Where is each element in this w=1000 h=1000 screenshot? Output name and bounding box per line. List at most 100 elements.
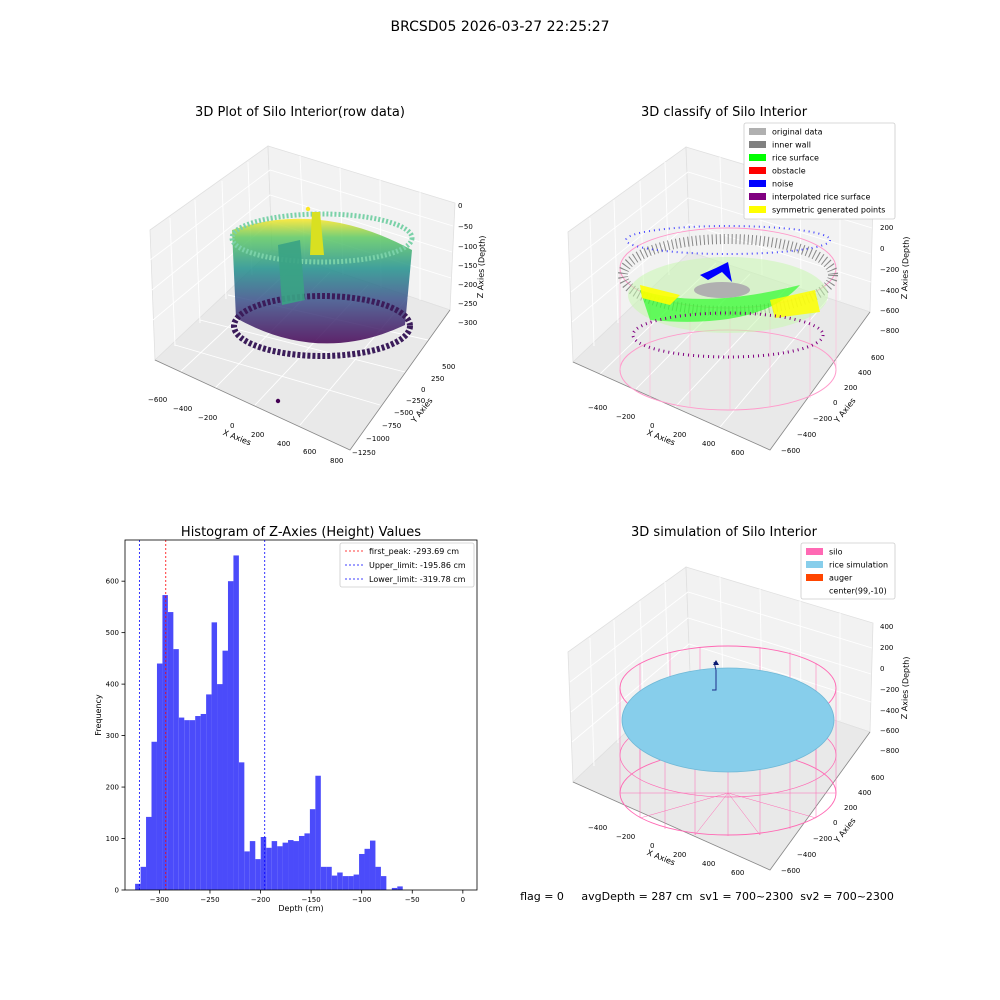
simulation-z-ticks: 400 200 0 −200 −400 −600 −800 — [880, 623, 899, 755]
raw-y-tick: −500 — [394, 409, 413, 417]
raw-x-tick: −600 — [148, 396, 167, 404]
simulation-y-tick: 0 — [833, 819, 837, 827]
raw-z-tick: −300 — [458, 319, 477, 327]
hist-bar — [200, 713, 207, 890]
hist-y-tick-label: 200 — [106, 784, 119, 792]
hist-y-label: Frequency — [94, 694, 103, 736]
hist-bar — [277, 846, 283, 890]
simulation-x-tick: 0 — [650, 842, 654, 850]
classify-y-tick: −600 — [781, 447, 800, 455]
classify-x-tick: 400 — [702, 440, 715, 448]
hist-bar — [146, 816, 152, 890]
hist-bar — [342, 876, 349, 890]
hist-bar — [167, 612, 174, 890]
hist-bar — [244, 851, 250, 890]
panel-raw-3d: 3D Plot of Silo Interior(row data) 0 −50… — [148, 105, 487, 465]
hist-bar — [293, 841, 299, 890]
hist-bar — [375, 866, 381, 890]
hist-bar — [380, 876, 387, 890]
hist-bar — [353, 874, 360, 890]
legend-label: silo — [829, 548, 843, 557]
raw-x-tick: −200 — [198, 414, 217, 422]
hist-bar — [227, 581, 234, 890]
classify-x-tick: −400 — [588, 404, 607, 412]
classify-z-tick: 200 — [880, 224, 893, 232]
classify-legend: original data inner wall rice surface ob… — [743, 122, 896, 220]
hist-bar — [222, 650, 228, 890]
hist-bar — [162, 595, 168, 890]
raw-z-tick: 0 — [458, 202, 462, 210]
hist-x-tick-label: −100 — [352, 896, 371, 904]
hist-bar — [266, 847, 272, 890]
hist-bar — [151, 741, 157, 890]
hist-legend: first_peak: -293.69 cm Upper_limit: -195… — [339, 542, 475, 588]
classify-x-ticks: −400 −200 0 200 400 600 — [588, 404, 744, 457]
hist-x-tick-label: 0 — [461, 896, 465, 904]
legend-label: interpolated rice surface — [772, 193, 870, 202]
classify-z-tick: −600 — [880, 307, 899, 315]
hist-bar — [135, 883, 141, 890]
legend-swatch-inner-wall — [749, 141, 766, 148]
raw-z-ticks: 0 −50 −100 −150 −200 −250 −300 — [458, 202, 477, 327]
legend-label: symmetric generated points — [772, 206, 885, 215]
hist-bar — [364, 848, 370, 890]
raw-z-label: Z Axies (Depth) — [476, 235, 487, 298]
simulation-x-tick: 200 — [673, 851, 686, 859]
raw-plot-title: 3D Plot of Silo Interior(row data) — [195, 105, 405, 120]
simulation-y-tick: −400 — [797, 851, 816, 859]
raw-x-tick: 400 — [277, 440, 290, 448]
hist-bar — [397, 886, 403, 890]
raw-x-tick: 200 — [251, 431, 264, 439]
legend-swatch-original-data — [749, 128, 766, 135]
simulation-y-tick: 600 — [871, 774, 884, 782]
classify-plot-title: 3D classify of Silo Interior — [641, 105, 808, 120]
legend-swatch-rice-surface — [749, 154, 766, 161]
legend-label: original data — [772, 128, 823, 137]
hist-bar — [271, 841, 278, 890]
hist-x-tick-label: −150 — [301, 896, 320, 904]
hist-x-tick-label: −250 — [200, 896, 219, 904]
hist-bar — [282, 842, 289, 890]
raw-x-tick: 600 — [303, 448, 316, 456]
hist-bar — [309, 809, 316, 890]
legend-label: rice simulation — [829, 561, 888, 570]
legend-label: rice surface — [772, 154, 819, 163]
hist-bar — [315, 775, 321, 890]
hist-y-tick-label: 400 — [106, 681, 119, 689]
classify-y-tick: 400 — [858, 369, 871, 377]
raw-point-cloud — [229, 206, 415, 404]
hist-bar — [320, 866, 327, 890]
legend-label: first_peak: -293.69 cm — [369, 547, 459, 556]
legend-swatch-symmetric — [749, 206, 766, 213]
hist-y-tick-label: 600 — [106, 578, 119, 586]
hist-bar — [156, 663, 163, 890]
hist-bar — [348, 876, 354, 890]
simulation-legend: silo rice simulation auger center(99,-10… — [800, 542, 896, 600]
classify-z-ticks: 200 0 −200 −400 −600 −800 — [880, 224, 899, 335]
hist-bar — [331, 875, 338, 890]
raw-z-tick: −200 — [458, 281, 477, 289]
hist-bar — [391, 887, 398, 890]
hist-bars — [135, 555, 403, 890]
hist-x-tick-label: −50 — [405, 896, 420, 904]
hist-bar — [337, 872, 343, 890]
hist-bar — [369, 840, 376, 890]
classify-z-tick: −800 — [880, 327, 899, 335]
hist-y-tick-label: 0 — [115, 887, 119, 895]
status-line: flag = 0 avgDepth = 287 cm sv1 = 700~230… — [520, 890, 894, 903]
simulation-z-tick: −600 — [880, 727, 899, 735]
simulation-x-tick: 600 — [731, 869, 744, 877]
simulation-z-tick: 0 — [880, 665, 884, 673]
hist-bar — [238, 762, 245, 890]
auger-marker — [712, 661, 717, 691]
legend-swatch-noise — [749, 180, 766, 187]
simulation-y-tick: −200 — [813, 835, 832, 843]
classify-z-label: Z Axies (Depth) — [900, 236, 911, 299]
hist-bar — [189, 720, 196, 890]
raw-z-tick: −250 — [458, 300, 477, 308]
simulation-x-tick: −400 — [588, 824, 607, 832]
figure-title: BRCSD05 2026-03-27 22:25:27 — [390, 19, 609, 35]
hist-y-tick-label: 300 — [106, 732, 119, 740]
hist-y-tick-label: 100 — [106, 835, 119, 843]
